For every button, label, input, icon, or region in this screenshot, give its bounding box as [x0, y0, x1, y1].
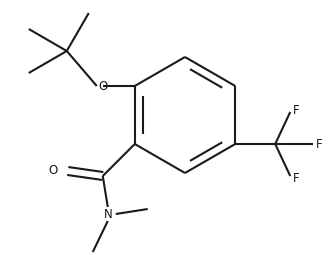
Text: F: F — [316, 138, 323, 151]
Text: F: F — [293, 171, 300, 184]
Text: N: N — [103, 207, 112, 220]
Text: F: F — [293, 104, 300, 117]
Text: O: O — [49, 165, 58, 178]
Text: O: O — [98, 80, 107, 92]
